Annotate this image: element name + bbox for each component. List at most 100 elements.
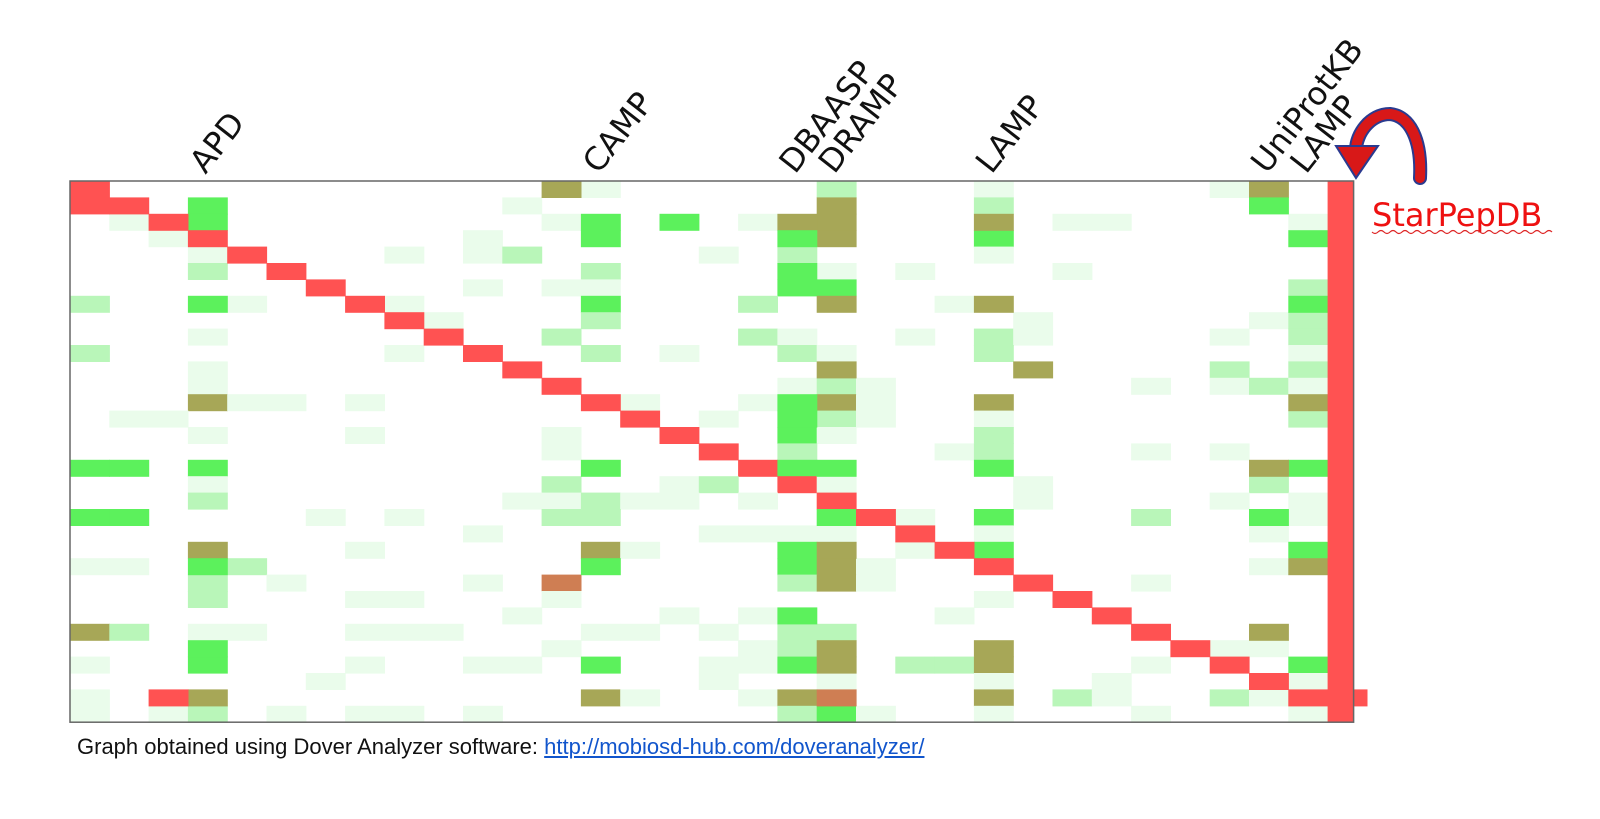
heatmap-cell (777, 558, 818, 576)
heatmap-cell (1209, 640, 1250, 658)
heatmap-cell (541, 574, 582, 592)
heatmap-cell (1052, 263, 1093, 280)
heatmap-cell (580, 656, 621, 674)
heatmap-cell (973, 525, 1014, 543)
heatmap-cell (816, 623, 857, 641)
column-label: APD (182, 105, 252, 180)
heatmap-cell (1288, 459, 1329, 477)
heatmap-cell (816, 263, 857, 280)
heatmap-cell (620, 541, 661, 559)
heatmap-cell (70, 623, 110, 641)
heatmap-cell (541, 377, 582, 395)
heatmap-cell (109, 197, 150, 215)
heatmap-cell (187, 394, 228, 412)
heatmap-cell (1249, 476, 1289, 494)
heatmap-cell (973, 656, 1014, 674)
heatmap-cell (580, 689, 621, 707)
heatmap-cell (816, 640, 857, 658)
heatmap-cell (1288, 295, 1329, 313)
heatmap-cell (973, 673, 1014, 690)
heatmap-cell (856, 558, 896, 576)
heatmap-cell (502, 197, 543, 215)
heatmap-cell (463, 525, 503, 543)
heatmap-cell (580, 509, 621, 526)
heatmap-cell (1288, 673, 1329, 690)
heatmap-cell (148, 410, 189, 428)
heatmap-cell (305, 279, 346, 297)
heatmap-cell (345, 541, 385, 559)
heatmap-cell (384, 312, 425, 330)
heatmap-cell (698, 476, 739, 494)
heatmap-cell (1052, 591, 1093, 608)
heatmap-cell (816, 476, 857, 494)
heatmap-cell (934, 607, 975, 625)
spellcheck-underline (1371, 229, 1553, 235)
heatmap-cell (541, 427, 582, 444)
heatmap-cell (895, 263, 936, 280)
heatmap-cell (895, 509, 936, 526)
heatmap-cell (463, 230, 503, 248)
heatmap-cell (1288, 656, 1329, 674)
heatmap-cell (463, 574, 503, 592)
heatmap-cell (227, 246, 268, 264)
heatmap-cell (187, 541, 228, 559)
heatmap-cell (973, 509, 1014, 526)
heatmap-cell (620, 623, 661, 641)
heatmap-cell (1091, 673, 1132, 690)
heatmap-cell (698, 623, 739, 641)
heatmap-cell (698, 246, 739, 264)
heatmap-cell (345, 623, 385, 641)
heatmap-cell (973, 345, 1014, 362)
heatmap-cell (816, 213, 857, 231)
heatmap-cell (384, 623, 425, 641)
heatmap-cell (109, 509, 150, 526)
heatmap-cell (1131, 623, 1171, 641)
heatmap-cell (659, 345, 700, 362)
heatmap-cell (738, 656, 778, 674)
heatmap-cell (1288, 705, 1329, 723)
heatmap-cell (777, 394, 818, 412)
heatmap-cell (973, 541, 1014, 559)
heatmap-cell (934, 541, 975, 559)
heatmap-cell (187, 623, 228, 641)
heatmap-cell (70, 689, 110, 707)
heatmap-cell (1091, 607, 1132, 625)
heatmap-cell (1209, 181, 1250, 198)
heatmap-cell (816, 509, 857, 526)
heatmap-cell (423, 623, 464, 641)
heatmap-cell (973, 230, 1014, 248)
heatmap-cell (1052, 689, 1093, 707)
heatmap-cell (973, 410, 1014, 428)
heatmap-cell (1209, 443, 1250, 461)
heatmap-cell (777, 246, 818, 264)
heatmap-cell (973, 459, 1014, 477)
heatmap-cell (187, 640, 228, 658)
heatmap-cell (738, 607, 778, 625)
heatmap-cell (738, 328, 778, 346)
heatmap-cell (70, 656, 110, 674)
heatmap-cell (1288, 377, 1329, 395)
caption-link[interactable]: http://mobiosd-hub.com/doveranalyzer/ (544, 734, 925, 759)
heatmap-cell (541, 492, 582, 510)
heatmap-cell (70, 459, 110, 477)
heatmap-cell (70, 705, 110, 723)
heatmap-cell (345, 427, 385, 444)
heatmap-cell (973, 591, 1014, 608)
heatmap-cell (1013, 328, 1054, 346)
heatmap-cell (541, 213, 582, 231)
heatmap-cell (777, 459, 818, 477)
heatmap-cell (1013, 312, 1054, 330)
heatmap-cell (423, 312, 464, 330)
heatmap-cell (187, 558, 228, 576)
heatmap-frame (69, 180, 1355, 723)
heatmap-cell (777, 345, 818, 362)
heatmap-cell (816, 574, 857, 592)
heatmap-cell (148, 689, 189, 707)
heatmap-cell (816, 394, 857, 412)
heatmap-cell (1131, 377, 1171, 395)
heatmap-cell (187, 263, 228, 280)
heatmap-cell (148, 213, 189, 231)
heatmap-cell (1288, 509, 1329, 526)
heatmap-cell (70, 345, 110, 362)
